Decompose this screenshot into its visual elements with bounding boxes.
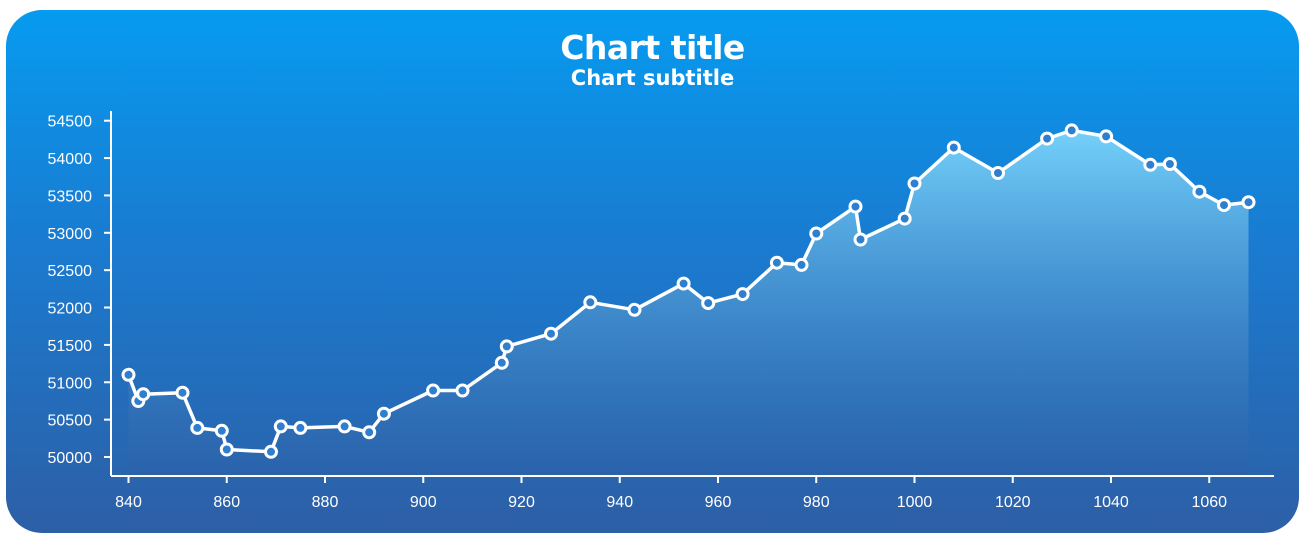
data-point (848, 199, 863, 214)
x-tick-label: 860 (213, 494, 240, 511)
x-tick-label: 1000 (897, 494, 933, 511)
data-point (1064, 123, 1079, 138)
data-point (1162, 157, 1177, 171)
x-tick-label: 900 (410, 494, 437, 511)
y-tick-label: 51500 (48, 338, 93, 355)
x-tick-label: 960 (705, 494, 732, 511)
data-point (264, 444, 278, 459)
data-point (337, 419, 352, 434)
data-point (455, 383, 470, 398)
data-point (293, 420, 308, 435)
data-point (907, 176, 922, 191)
data-point (701, 296, 716, 311)
data-point (426, 383, 441, 398)
data-point (1143, 157, 1158, 172)
data-point (583, 295, 598, 310)
chart-subtitle: Chart subtitle (570, 66, 735, 90)
y-tick-label: 54500 (48, 114, 93, 131)
x-tick-label: 840 (115, 494, 142, 511)
data-point (1217, 198, 1231, 213)
data-point (627, 302, 642, 317)
series-group (121, 123, 1256, 475)
x-tick-label: 920 (508, 494, 535, 511)
x-tick-label: 1060 (1191, 494, 1227, 511)
data-point (136, 387, 151, 402)
data-point (1241, 195, 1256, 210)
data-point (991, 166, 1005, 180)
data-point (544, 326, 558, 341)
data-point (809, 226, 824, 241)
data-point (853, 232, 868, 247)
x-tick-label: 1040 (1093, 494, 1129, 511)
y-tick-label: 53500 (48, 188, 93, 205)
data-point (1192, 184, 1207, 199)
data-point (362, 425, 377, 440)
data-point (190, 420, 205, 435)
data-point (121, 367, 136, 382)
data-point (794, 257, 809, 272)
data-point (219, 442, 234, 457)
data-point (499, 339, 514, 354)
x-tick-label: 940 (606, 494, 633, 511)
data-point (494, 355, 509, 370)
chart-title: Chart title (560, 28, 745, 67)
data-point (735, 287, 750, 302)
y-tick-label: 50500 (48, 413, 93, 430)
data-point (1040, 131, 1055, 146)
data-point (897, 211, 912, 226)
data-point (676, 276, 691, 291)
x-tick-label: 880 (312, 494, 339, 511)
data-point (214, 423, 229, 438)
y-tick-label: 54000 (48, 151, 93, 168)
y-tick-label: 50000 (48, 450, 93, 467)
series-area (128, 130, 1249, 475)
y-tick-label: 51000 (48, 375, 93, 392)
data-point (273, 419, 288, 434)
y-tick-label: 52500 (48, 263, 93, 280)
data-point (946, 140, 961, 155)
data-point (376, 406, 391, 421)
x-tick-label: 980 (803, 494, 830, 511)
series-line (126, 128, 1251, 454)
x-tick-label: 1020 (995, 494, 1031, 511)
data-point (769, 255, 784, 270)
y-tick-label: 52000 (48, 301, 93, 318)
y-tick-label: 53000 (48, 226, 93, 243)
axes: 50000 50500 51000 51500 52000 52500 53000 53500… (48, 111, 1274, 511)
data-point (1099, 129, 1114, 144)
data-point (175, 385, 190, 400)
